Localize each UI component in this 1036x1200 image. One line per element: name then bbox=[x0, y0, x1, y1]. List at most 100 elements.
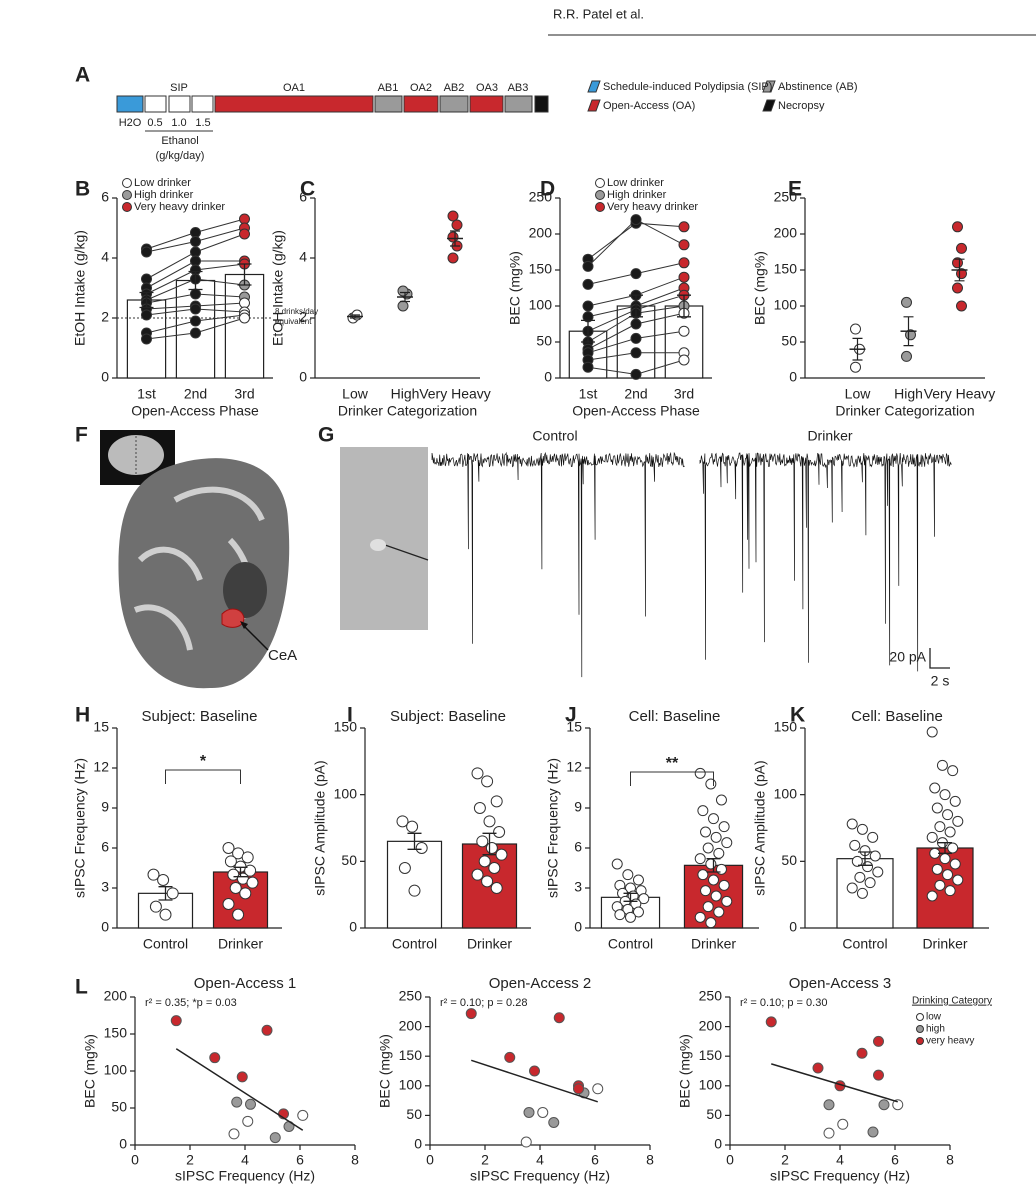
data-point bbox=[710, 890, 722, 902]
data-point bbox=[396, 815, 409, 828]
x-tick-label: 2 bbox=[481, 1152, 489, 1168]
data-point bbox=[939, 853, 951, 865]
data-point bbox=[856, 823, 868, 835]
legend-marker bbox=[122, 178, 132, 188]
data-point bbox=[573, 1083, 584, 1095]
data-point bbox=[926, 831, 938, 843]
data-point bbox=[504, 1051, 516, 1063]
data-point bbox=[934, 821, 946, 833]
error-bar bbox=[407, 832, 422, 850]
y-tick-label: 4 bbox=[101, 249, 109, 265]
segment-ab bbox=[374, 95, 403, 113]
x-tick-label: 2nd bbox=[624, 386, 647, 402]
timeline-label: OA3 bbox=[476, 82, 498, 94]
data-point bbox=[939, 789, 951, 801]
data-point bbox=[949, 858, 961, 870]
data-point bbox=[630, 347, 642, 359]
y-axis-label: BEC (mg%) bbox=[677, 1034, 693, 1108]
legend-marker bbox=[122, 202, 132, 212]
y-tick-label: 0 bbox=[101, 369, 109, 385]
x-tick-label: 6 bbox=[891, 1152, 899, 1168]
data-point bbox=[582, 260, 594, 272]
arrowhead bbox=[240, 621, 248, 629]
data-point bbox=[229, 882, 242, 894]
y-tick-label: 250 bbox=[774, 189, 798, 205]
y-tick-label: 6 bbox=[101, 839, 109, 855]
data-point bbox=[678, 257, 690, 269]
y-tick-label: 15 bbox=[93, 719, 109, 735]
data-point bbox=[929, 782, 941, 794]
legend-label: Low drinker bbox=[607, 177, 664, 189]
x-tick-label: 1st bbox=[137, 386, 156, 402]
y-tick-label: 12 bbox=[93, 759, 109, 775]
thumbnail-brain bbox=[108, 435, 164, 475]
data-point bbox=[678, 325, 690, 337]
y-tick-label: 0 bbox=[101, 919, 109, 935]
data-point bbox=[141, 309, 152, 321]
legend-swatch bbox=[587, 80, 601, 93]
data-point bbox=[851, 855, 863, 867]
error-bar bbox=[350, 314, 360, 319]
x-tick-label: 3rd bbox=[234, 386, 254, 402]
chart-title: Subject: Baseline bbox=[142, 708, 258, 725]
x-tick-label: 2nd bbox=[184, 386, 207, 402]
y-tick-label: 0 bbox=[299, 369, 307, 385]
x-tick-label: High bbox=[391, 386, 420, 402]
x-tick-label: 0 bbox=[131, 1152, 139, 1168]
timeline-label: OA2 bbox=[410, 82, 432, 94]
data-point bbox=[261, 1024, 273, 1036]
data-point bbox=[854, 871, 866, 883]
data-point bbox=[553, 1012, 565, 1024]
x-tick-label: 4 bbox=[836, 1152, 844, 1168]
data-point bbox=[713, 906, 725, 918]
segment-necropsy bbox=[534, 95, 549, 113]
y-tick-label: 250 bbox=[699, 988, 723, 1004]
data-point bbox=[408, 884, 421, 897]
data-point bbox=[231, 1096, 243, 1108]
legend-label: Very heavy drinker bbox=[134, 201, 225, 213]
data-point bbox=[157, 874, 170, 886]
data-point bbox=[713, 847, 725, 859]
data-point bbox=[869, 850, 881, 862]
data-point bbox=[241, 851, 254, 864]
timeline bbox=[116, 95, 549, 132]
segment-ab bbox=[439, 95, 469, 113]
data-point bbox=[242, 1115, 254, 1127]
panel-letter: J bbox=[565, 704, 577, 727]
legend-marker bbox=[595, 190, 605, 200]
error-bar bbox=[954, 258, 965, 282]
data-point bbox=[867, 831, 879, 843]
segment-oa bbox=[403, 95, 439, 113]
segment-oa bbox=[469, 95, 504, 113]
x-tick-label: Drinker bbox=[467, 936, 512, 952]
x-axis-label: sIPSC Frequency (Hz) bbox=[470, 1168, 610, 1184]
x-tick-label: 4 bbox=[536, 1152, 544, 1168]
x-tick-label: 6 bbox=[296, 1152, 304, 1168]
data-point bbox=[710, 831, 722, 843]
data-point bbox=[141, 246, 152, 258]
trace-label: Control bbox=[532, 428, 577, 444]
data-point bbox=[705, 778, 717, 790]
timeline-label: OA1 bbox=[283, 82, 305, 94]
chart-title: Open-Access 1 bbox=[194, 975, 297, 992]
data-point bbox=[952, 282, 963, 294]
structure bbox=[223, 562, 267, 618]
y-tick-label: 50 bbox=[406, 1106, 422, 1122]
data-point bbox=[867, 1126, 879, 1138]
data-point bbox=[406, 820, 419, 833]
x-tick-label: 2 bbox=[186, 1152, 194, 1168]
cell bbox=[370, 539, 386, 551]
error-bar bbox=[188, 270, 203, 291]
legend-swatch bbox=[762, 99, 776, 112]
data-point bbox=[700, 826, 712, 838]
data-point bbox=[611, 858, 623, 870]
data-point bbox=[246, 876, 259, 889]
y-tick-label: 6 bbox=[299, 189, 307, 205]
data-point bbox=[523, 1106, 535, 1118]
scale-label: 2 s bbox=[931, 673, 950, 689]
error-bar bbox=[852, 337, 863, 361]
y-tick-label: 50 bbox=[536, 333, 552, 349]
fit-line bbox=[771, 1063, 898, 1103]
data-point bbox=[548, 1117, 560, 1129]
